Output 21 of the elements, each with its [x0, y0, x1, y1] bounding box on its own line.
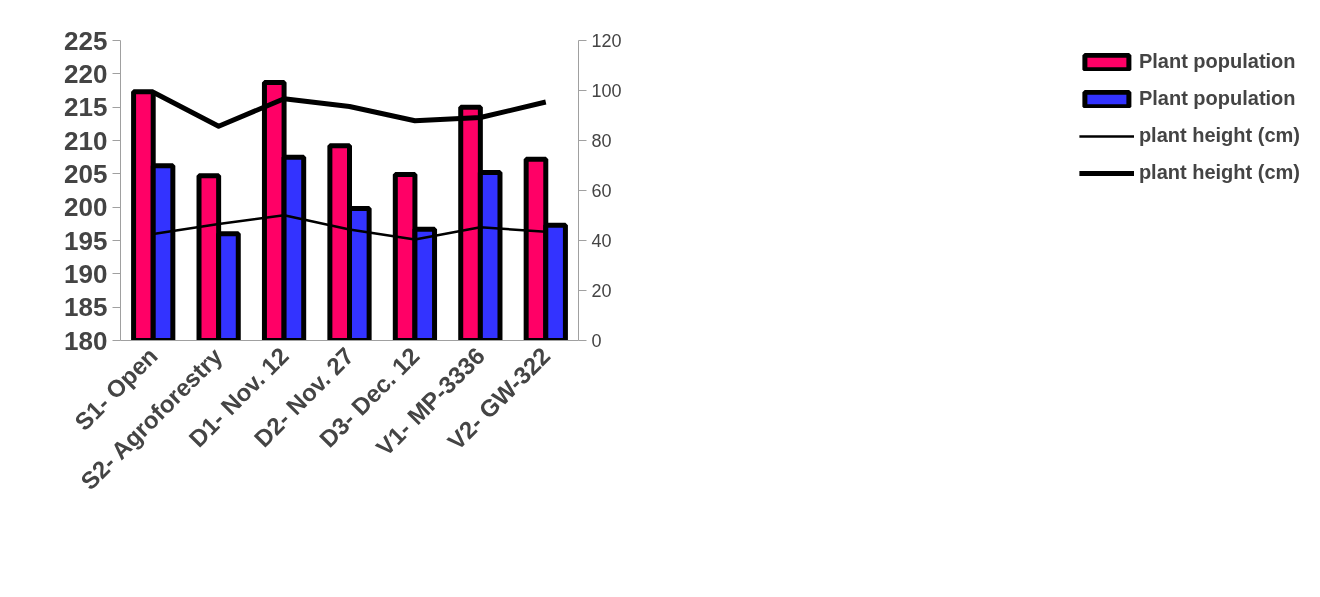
y2-tick-label: 100: [591, 81, 622, 101]
legend-label: Plant population: [1138, 50, 1296, 73]
legend-label: plant height (cm): [1138, 161, 1300, 184]
y2-tick-label: 20: [591, 281, 612, 301]
y-tick-label: 190: [64, 258, 108, 289]
y-tick-label: 225: [64, 25, 108, 56]
y-tick-label: 205: [64, 158, 108, 189]
y2-tick-label: 60: [591, 181, 612, 201]
y2-tick-label: 80: [591, 131, 612, 151]
y2-tick-label: 0: [591, 331, 602, 351]
legend-label: plant height (cm): [1138, 124, 1300, 147]
y-tick-label: 200: [64, 192, 108, 223]
legend-label: Plant population: [1138, 87, 1296, 110]
y-tick-label: 215: [64, 92, 108, 123]
y-tick-label: 195: [64, 225, 108, 256]
y2-tick-label: 120: [591, 31, 622, 51]
y-tick-label: 210: [64, 125, 108, 156]
y2-tick-label: 40: [591, 231, 612, 251]
y-tick-label: 185: [64, 292, 108, 323]
y-tick-label: 180: [64, 325, 108, 356]
y-tick-label: 220: [64, 58, 108, 89]
